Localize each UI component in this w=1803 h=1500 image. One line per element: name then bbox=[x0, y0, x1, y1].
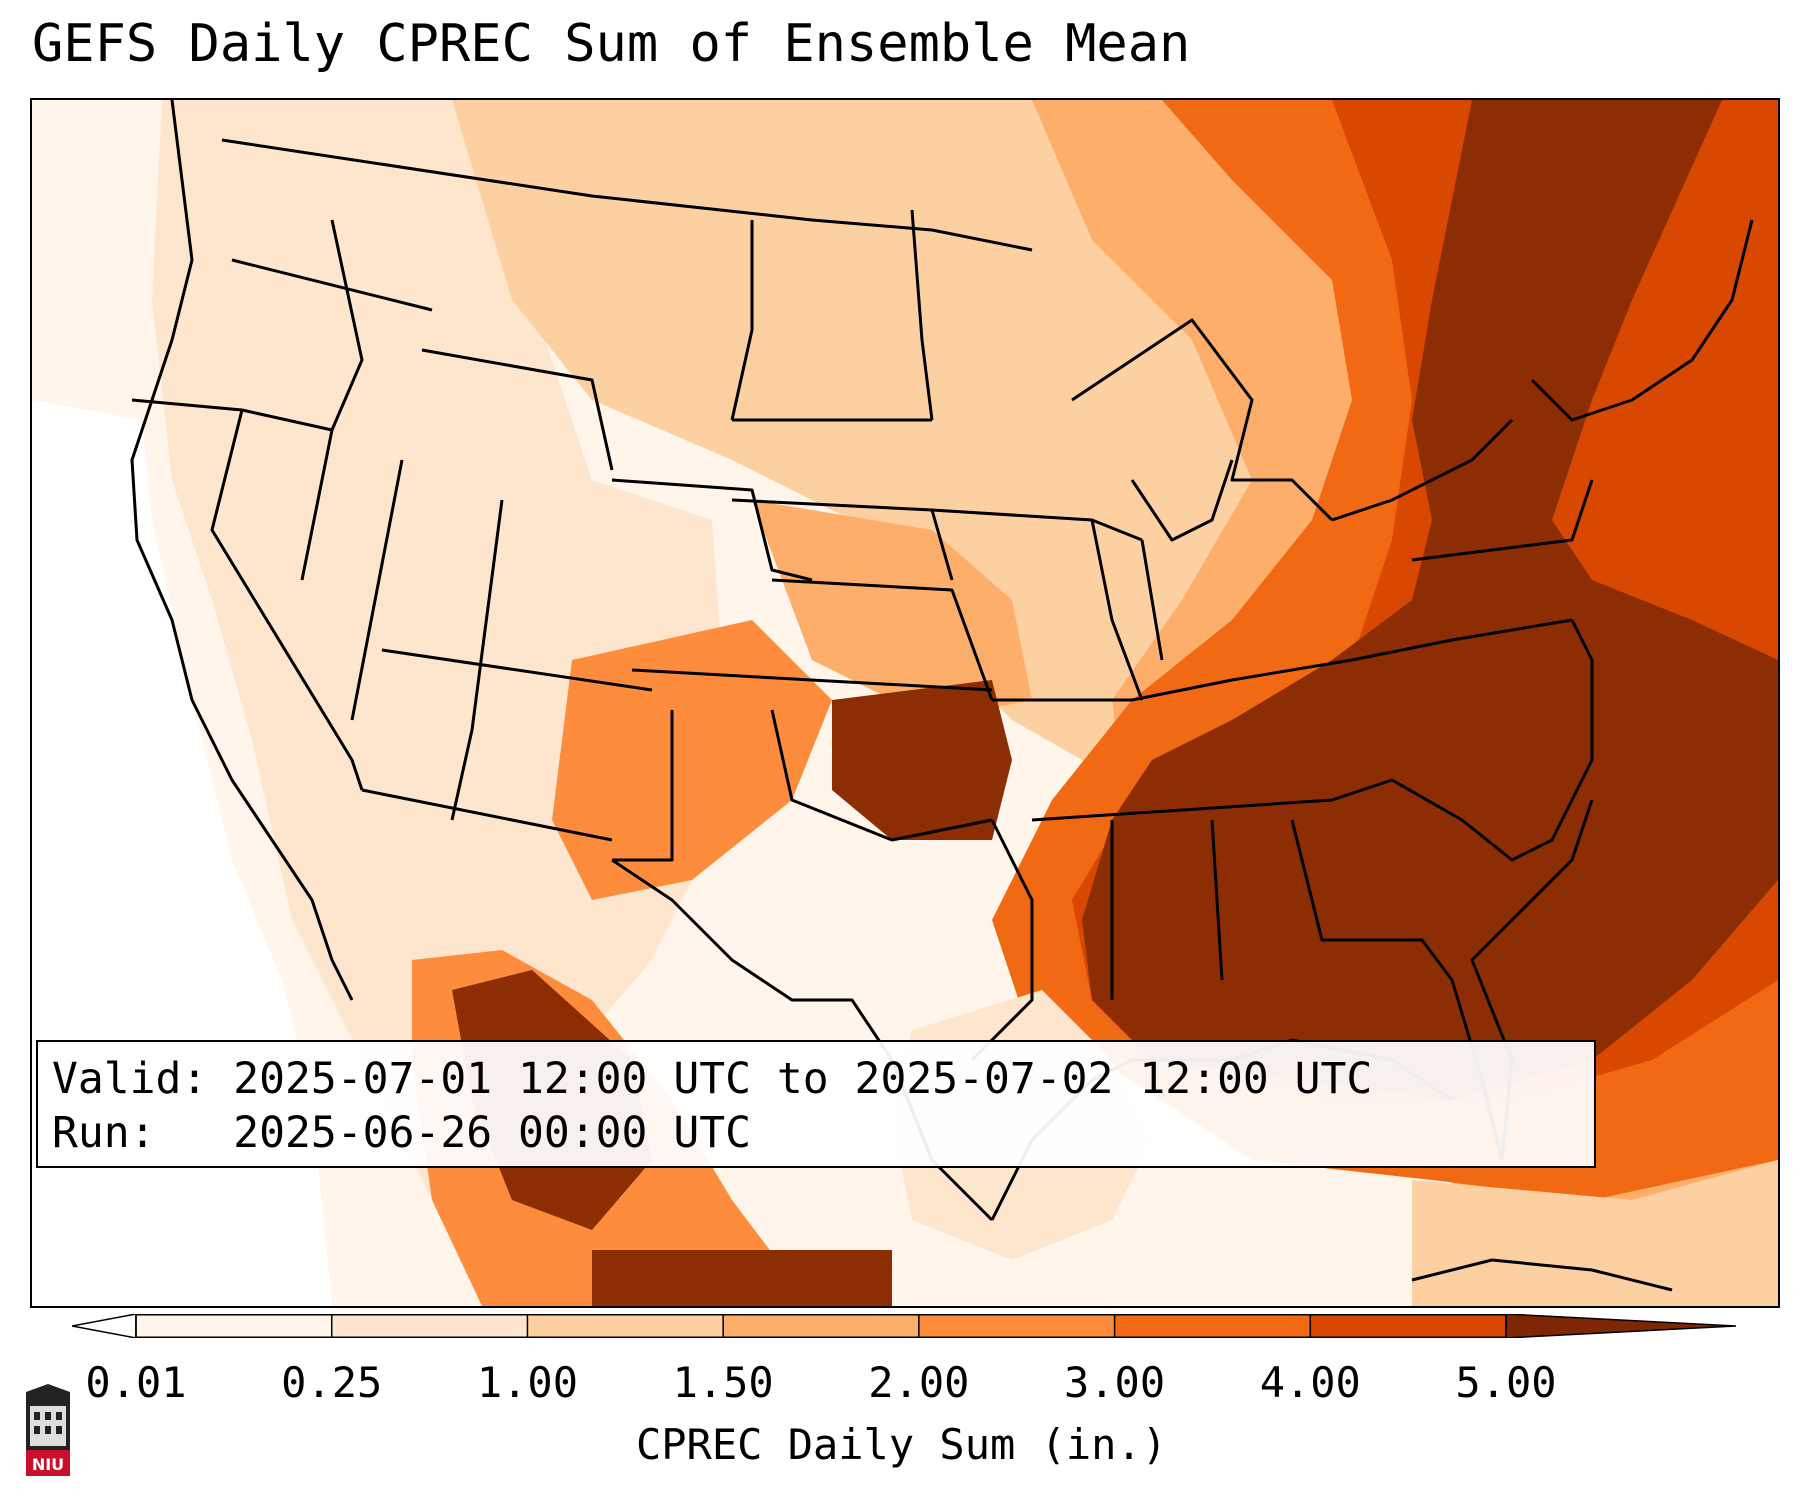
four-corners-moderate-region bbox=[552, 620, 832, 900]
colorbar-segment bbox=[723, 1314, 920, 1338]
colorbar-segment bbox=[527, 1314, 724, 1338]
ozarks-peak-region bbox=[832, 680, 1012, 840]
colorbar-segment bbox=[331, 1314, 528, 1338]
colorbar-tick-label: 3.00 bbox=[1063, 1358, 1166, 1407]
colorbar bbox=[72, 1314, 1736, 1338]
colorbar-tick-label: 1.50 bbox=[672, 1358, 774, 1407]
colorbar-tick-label: 2.00 bbox=[868, 1358, 970, 1407]
colorbar-segment bbox=[1310, 1314, 1507, 1338]
niu-logo: NIU bbox=[20, 1384, 76, 1482]
east-peak-region bbox=[1082, 100, 1778, 1100]
central-plains-region bbox=[752, 500, 1032, 720]
state-boundaries bbox=[130, 100, 1754, 1292]
plains-low-region bbox=[452, 100, 1292, 800]
run-label: Run: bbox=[52, 1108, 156, 1158]
colorbar-over-extension bbox=[1505, 1314, 1736, 1338]
colorbar-segment bbox=[136, 1314, 333, 1338]
colorbar-under-extension bbox=[72, 1314, 137, 1338]
south-edge-peak-region bbox=[592, 1250, 892, 1306]
west-trace-region bbox=[152, 100, 732, 1200]
valid-time-box: Valid: 2025-07-01 12:00 UTC to 2025-07-0… bbox=[36, 1040, 1596, 1168]
colorbar-tick-label: 4.00 bbox=[1259, 1358, 1361, 1407]
caribbean-low-region bbox=[1412, 1160, 1778, 1306]
valid-label: Valid: bbox=[52, 1054, 208, 1104]
colorbar-tick-label: 0.25 bbox=[281, 1358, 383, 1407]
colorbar-label: CPREC Daily Sum (in.) bbox=[635, 1420, 1167, 1469]
colorbar-tick-label: 5.00 bbox=[1455, 1358, 1557, 1407]
colorbar-segment bbox=[1114, 1314, 1311, 1338]
map-title: GEFS Daily CPREC Sum of Ensemble Mean bbox=[32, 14, 1191, 74]
valid-time-range: 2025-07-01 12:00 UTC to 2025-07-02 12:00… bbox=[233, 1054, 1373, 1104]
colorbar-segment bbox=[918, 1314, 1116, 1338]
logo-text: NIU bbox=[32, 1455, 64, 1474]
colorbar-tick-label: 1.00 bbox=[476, 1358, 578, 1407]
run-time: 2025-06-26 00:00 UTC bbox=[233, 1108, 751, 1158]
colorbar-graphic bbox=[72, 1314, 1736, 1338]
colorbar-tick-label: 0.01 bbox=[85, 1358, 187, 1407]
